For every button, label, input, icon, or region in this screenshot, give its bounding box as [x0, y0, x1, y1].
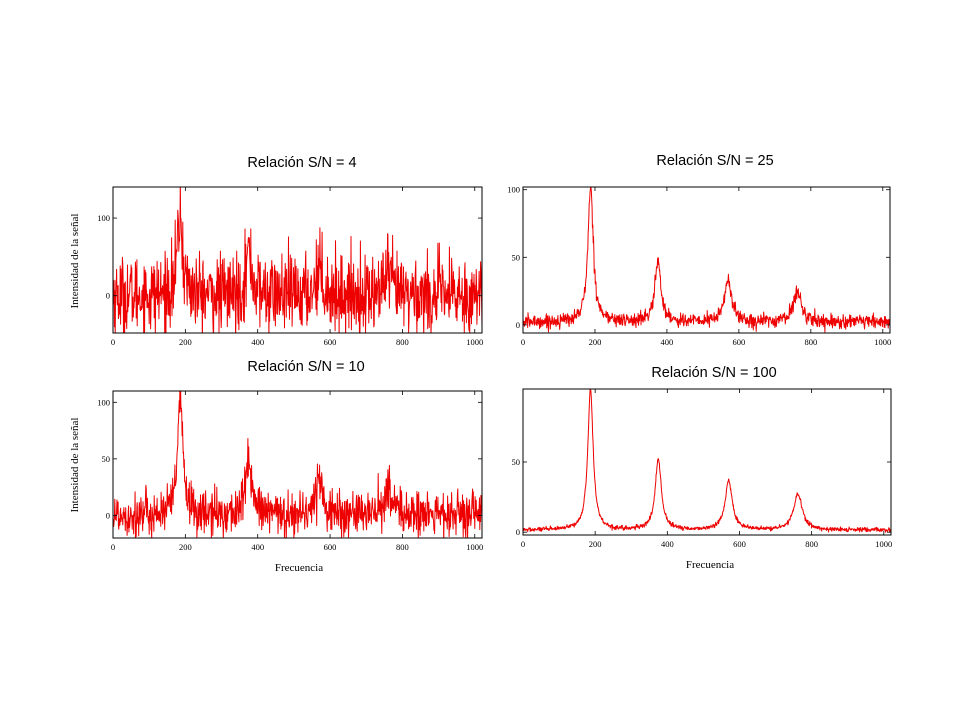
x-tick-label: 400: [661, 539, 674, 549]
x-tick-label: 0: [111, 337, 115, 347]
y-tick-label: 0: [106, 291, 110, 301]
x-tick-label: 600: [324, 337, 337, 347]
x-tick-label: 0: [521, 337, 525, 347]
x-tick-label: 800: [396, 337, 409, 347]
panel-sn10-xlabel: Frecuencia: [275, 562, 323, 574]
panel-sn10-ylabel: Intensidad de la señal: [69, 418, 81, 513]
x-tick-label: 200: [589, 337, 602, 347]
x-tick-label: 400: [251, 337, 264, 347]
panel-sn25-plot: 0 200 400 600 800 1000 0 50 100: [507, 185, 891, 347]
x-tick-label: 1000: [875, 539, 892, 549]
plot-frame: [522, 186, 891, 334]
x-tick-label: 800: [804, 337, 817, 347]
signal-trace: [523, 389, 891, 533]
x-tick-label: 600: [324, 542, 337, 552]
signal-trace: [113, 391, 482, 538]
panel-sn10: Relación S/N = 10 Intensidad de la señal…: [69, 359, 483, 574]
x-tick-label: 200: [179, 542, 192, 552]
x-tick-label: 400: [661, 337, 674, 347]
x-tick-label: 600: [733, 337, 746, 347]
x-tick-label: 0: [521, 539, 525, 549]
y-tick-label: 0: [516, 320, 520, 330]
panel-sn4-ylabel: Intensidad de la señal: [69, 214, 81, 309]
x-tick-label: 200: [589, 539, 602, 549]
y-tick-label: 50: [512, 457, 521, 467]
x-tick-label: 400: [251, 542, 264, 552]
panel-sn4-plot: 0 200 400 600 800 1000 0 100: [97, 186, 483, 347]
panel-sn25-title: Relación S/N = 25: [656, 153, 773, 169]
signal-trace: [113, 187, 482, 333]
y-tick-label: 50: [102, 454, 111, 464]
panel-sn100-title: Relación S/N = 100: [651, 365, 776, 381]
y-tick-label: 0: [106, 510, 110, 520]
panel-sn100-xlabel: Frecuencia: [686, 559, 734, 571]
x-tick-label: 200: [179, 337, 192, 347]
signal-trace: [523, 187, 890, 333]
y-tick-label: 100: [507, 185, 520, 195]
panel-sn100-plot: 0 200 400 600 800 1000 0 50: [512, 388, 892, 549]
x-tick-label: 1000: [466, 542, 483, 552]
x-tick-label: 800: [805, 539, 818, 549]
x-tick-label: 600: [733, 539, 746, 549]
plot-frame: [112, 390, 483, 539]
panel-sn4: Relación S/N = 4 Intensidad de la señal …: [69, 155, 483, 347]
panel-sn10-title: Relación S/N = 10: [247, 359, 364, 375]
x-tick-label: 0: [111, 542, 115, 552]
x-tick-label: 1000: [466, 337, 483, 347]
y-tick-label: 100: [97, 397, 110, 407]
x-tick-label: 800: [396, 542, 409, 552]
panel-sn4-title: Relación S/N = 4: [247, 155, 356, 171]
panel-sn25: Relación S/N = 25 0 200 400 600 800 1000 0 50 10…: [507, 153, 891, 347]
panel-sn100: Relación S/N = 100 Frecuencia 0 200 400 600…: [512, 365, 893, 571]
y-tick-label: 100: [97, 213, 110, 223]
panel-sn10-plot: 0 200 400 600 800 1000 0 50 100: [97, 390, 483, 552]
plot-frame: [112, 186, 483, 334]
y-tick-label: 0: [516, 527, 520, 537]
x-tick-label: 1000: [874, 337, 891, 347]
y-tick-label: 50: [512, 252, 521, 262]
